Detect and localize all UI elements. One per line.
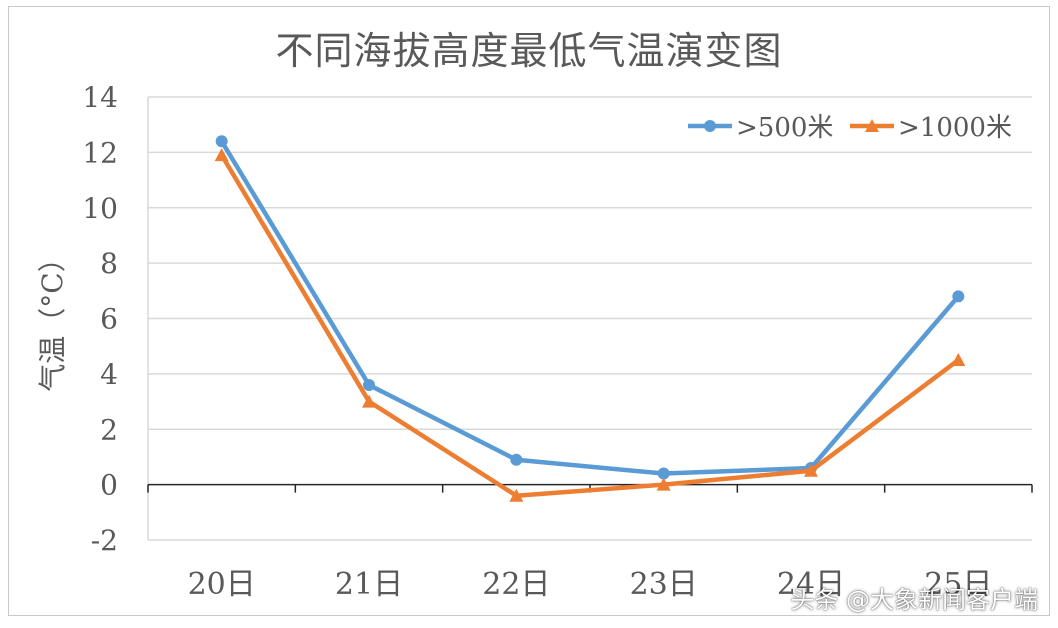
data-point xyxy=(363,378,375,391)
data-point xyxy=(215,135,228,148)
legend-marker xyxy=(704,120,716,132)
x-tick-label: 25日 xyxy=(924,567,992,602)
data-point xyxy=(509,488,524,502)
y-tick-label: 4 xyxy=(100,358,118,391)
watermark: 头条 @大象新闻客户端 xyxy=(790,586,1038,614)
x-tick-label: 23日 xyxy=(630,567,698,602)
x-tick-label: 21日 xyxy=(335,567,403,602)
data-point xyxy=(804,463,818,477)
data-point xyxy=(951,353,966,367)
x-tick-label: 20日 xyxy=(188,567,256,602)
legend-label: >1000米 xyxy=(898,113,1012,143)
y-tick-label: 6 xyxy=(100,303,118,336)
y-tick-label: 14 xyxy=(82,81,118,114)
y-tick-label: -2 xyxy=(91,524,118,557)
x-tick-label: 22日 xyxy=(482,567,550,602)
y-tick-label: 0 xyxy=(100,469,118,502)
y-tick-label: 12 xyxy=(82,136,118,169)
data-point xyxy=(952,290,965,303)
y-tick-label: 2 xyxy=(100,413,118,446)
y-axis-label: 气温（°C） xyxy=(36,244,69,391)
data-point xyxy=(362,394,376,408)
chart-frame xyxy=(8,6,1050,616)
series-line-2 xyxy=(219,152,961,498)
x-tick-label: 24日 xyxy=(777,567,845,602)
y-tick-label: 8 xyxy=(100,247,118,280)
legend-marker xyxy=(865,119,879,132)
chart-title: 不同海拔高度最低气温演变图 xyxy=(275,29,783,73)
legend-label: >500米 xyxy=(736,113,833,143)
data-point xyxy=(510,453,523,466)
data-point xyxy=(657,467,670,480)
series-line-1 xyxy=(219,139,961,476)
data-point xyxy=(214,148,229,162)
y-tick-label: 10 xyxy=(82,192,118,225)
data-point xyxy=(656,477,671,491)
